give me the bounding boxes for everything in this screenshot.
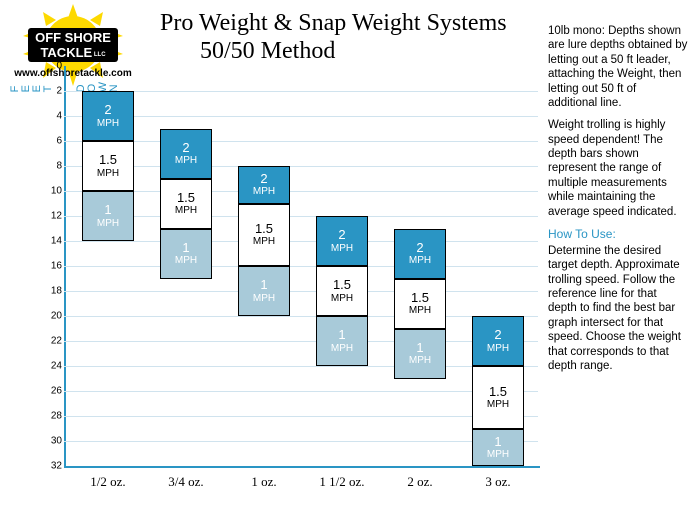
bar-segment: 1MPH (160, 229, 212, 279)
y-tick: 24 (44, 361, 62, 372)
bar-segment: 2MPH (160, 129, 212, 179)
y-tick: 8 (44, 161, 62, 172)
bar-segment: 1MPH (82, 191, 134, 241)
bar-segment: 2MPH (82, 91, 134, 141)
chart-subtitle: 50/50 Method (200, 38, 335, 65)
bar-segment: 1.5MPH (160, 179, 212, 229)
description-sidebar: 10lb mono: Depths shown are lure depths … (548, 24, 688, 381)
x-tick-label: 3 oz. (468, 474, 528, 490)
gridline (64, 266, 538, 267)
gridline (64, 116, 538, 117)
y-tick: 18 (44, 286, 62, 297)
how-to-use-heading: How To Use: (548, 227, 688, 242)
y-tick: 16 (44, 261, 62, 272)
gridline (64, 316, 538, 317)
gridline (64, 441, 538, 442)
y-tick: 14 (44, 236, 62, 247)
bar-segment: 1MPH (238, 266, 290, 316)
bar-segment: 1MPH (472, 429, 524, 467)
gridline (64, 391, 538, 392)
bar-segment: 2MPH (394, 229, 446, 279)
bar-segment: 1.5MPH (316, 266, 368, 316)
gridline (64, 291, 538, 292)
y-tick: 12 (44, 211, 62, 222)
x-tick-label: 1 oz. (234, 474, 294, 490)
bar-segment: 1.5MPH (82, 141, 134, 191)
bar-segment: 1.5MPH (472, 366, 524, 429)
y-tick: 2 (44, 86, 62, 97)
bar-segment: 2MPH (472, 316, 524, 366)
x-tick-label: 1/2 oz. (78, 474, 138, 490)
y-tick: 20 (44, 311, 62, 322)
y-tick: 28 (44, 411, 62, 422)
y-tick: 10 (44, 186, 62, 197)
bar-segment: 2MPH (238, 166, 290, 204)
y-tick: 26 (44, 386, 62, 397)
plot-area (64, 66, 540, 468)
bar-segment: 1MPH (394, 329, 446, 379)
y-tick: 22 (44, 336, 62, 347)
gridline (64, 416, 538, 417)
desc-paragraph-3: Determine the desired target depth. Appr… (548, 244, 688, 373)
gridline (64, 341, 538, 342)
gridline (64, 166, 538, 167)
bar-segment: 1.5MPH (238, 204, 290, 267)
y-tick: 0 (44, 61, 62, 72)
desc-paragraph-1: 10lb mono: Depths shown are lure depths … (548, 24, 688, 110)
x-tick-label: 3/4 oz. (156, 474, 216, 490)
gridline (64, 216, 538, 217)
gridline (64, 141, 538, 142)
depth-chart: 024681012141618202224262830322MPH1.5MPH1… (34, 66, 538, 466)
gridline (64, 366, 538, 367)
gridline (64, 241, 538, 242)
desc-paragraph-2: Weight trolling is highly speed dependen… (548, 118, 688, 219)
chart-title: Pro Weight & Snap Weight Systems (160, 10, 507, 36)
bar-segment: 1.5MPH (394, 279, 446, 329)
y-tick: 30 (44, 436, 62, 447)
y-tick: 32 (44, 461, 62, 472)
bar-segment: 2MPH (316, 216, 368, 266)
bar-segment: 1MPH (316, 316, 368, 366)
svg-text:OFF SHORE: OFF SHORE (35, 30, 111, 45)
x-tick-label: 2 oz. (390, 474, 450, 490)
gridline (64, 191, 538, 192)
y-tick: 6 (44, 136, 62, 147)
gridline (64, 91, 538, 92)
x-tick-label: 1 1/2 oz. (312, 474, 372, 490)
y-tick: 4 (44, 111, 62, 122)
